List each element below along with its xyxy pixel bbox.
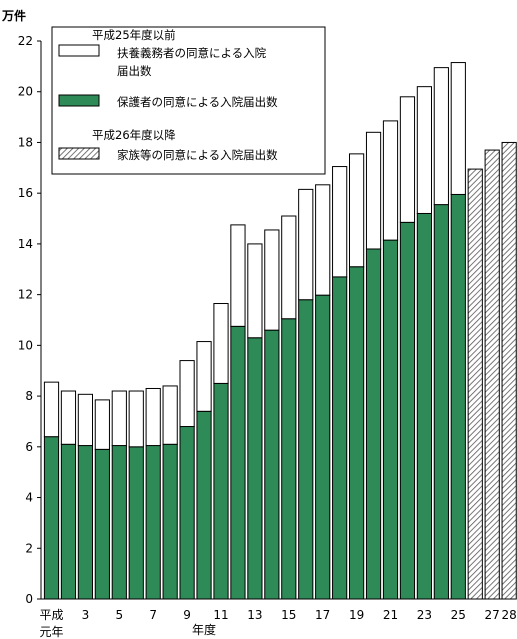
y-tick-label: 4 [25,491,33,505]
bar-segment-hogosha [111,445,127,600]
x-tick-label: 7 [149,608,157,622]
y-axis: 0 2 4 6 8 10 12 14 16 18 20 22 [18,34,42,606]
bar-segment-hogosha [60,443,77,600]
y-tick-label: 0 [25,592,33,606]
bar-segment-fuyou [213,303,229,384]
x-tick-label: 21 [383,608,398,622]
bar-segment-fuyou [399,96,416,223]
bar-segment-fuyou [450,62,466,195]
x-tick-label: 5 [115,608,123,622]
bar-segment-hogosha [298,299,314,600]
y-tick-label: 16 [18,186,33,200]
bar-segment-hogosha [264,329,280,600]
x-tick-label: 平成 [39,608,63,622]
bar-segment-fuyou [162,385,178,445]
bar-segment-hogosha [179,426,195,600]
legend-entry-label: 扶養義務者の同意による入院 [117,46,267,60]
bar-segment-hogosha [332,276,348,600]
bar-segment-fuyou [179,360,195,428]
bar-segment-fuyou [77,393,94,447]
legend-swatch [58,94,100,107]
y-axis-unit-label: 万件 [1,8,26,23]
bar-segment-hogosha [315,294,331,600]
bar-segment-hogosha [196,410,212,600]
x-axis-label: 年度 [192,622,216,637]
y-tick-label: 14 [18,237,33,251]
bar-segment-hogosha [399,221,416,600]
x-axis: 平成 3 5 7 9 11 13 15 17 19 21 23 25 27 28 元年 [39,598,517,639]
bar-segment-fuyou [60,390,77,445]
bar-segment-fuyou [196,341,212,412]
legend-heading-after: 平成26年度以降 [92,128,176,142]
legend-entry-label: 保護者の同意による入院届出数 [117,95,278,109]
bar-segment-fuyou [111,390,127,447]
bar-segment-fuyou [349,153,365,268]
x-tick-sub-label: 元年 [39,625,63,639]
x-tick-label: 17 [315,608,330,622]
bar-segment-fuyou [230,224,246,327]
bar-segment-kazoku [501,141,517,600]
bar-segment-fuyou [332,166,348,278]
bar-segment-hogosha [382,239,399,600]
x-tick-label: 3 [82,608,90,622]
bar-segment-kazoku [484,149,500,600]
y-tick-label: 8 [25,389,33,403]
y-tick-label: 22 [18,34,33,48]
bar-segment-hogosha [77,445,94,600]
bar-segment-fuyou [433,67,449,206]
bar-segment-fuyou [94,399,110,450]
x-tick-label: 23 [417,608,432,622]
bar-segment-hogosha [416,212,432,600]
y-tick-label: 18 [18,135,33,149]
bar-segment-hogosha [450,193,466,600]
x-tick-label: 11 [213,608,228,622]
bar-segment-hogosha [281,318,297,600]
y-tick-label: 2 [25,541,33,555]
legend-entry-label: 届出数 [117,64,152,78]
y-tick-label: 10 [18,338,33,352]
bar-segment-fuyou [281,215,297,320]
y-tick-label: 20 [18,85,33,99]
y-tick-label: 12 [18,288,33,302]
bar-segment-fuyou [298,188,314,301]
bar-segment-hogosha [365,248,382,600]
bar-segment-fuyou [264,229,280,331]
bar-segment-fuyou [128,390,144,448]
legend-swatch [58,147,100,160]
bar-segment-hogosha [433,204,449,600]
bar-segment-fuyou [43,381,60,438]
bar-segment-hogosha [145,445,161,600]
x-tick-label: 25 [451,608,466,622]
legend-heading-before: 平成25年度以前 [92,28,176,42]
x-tick-label: 15 [281,608,296,622]
x-tick-label: 27 [485,608,500,622]
bar-segment-hogosha [162,443,178,600]
bar-segment-hogosha [213,382,229,600]
bar-segment-fuyou [247,243,263,339]
bar-segment-fuyou [416,86,432,214]
bar-segment-hogosha [43,436,60,600]
bar-segment-fuyou [315,184,331,296]
bars [43,62,517,600]
bar-segment-kazoku [467,168,483,600]
bar-segment-fuyou [365,131,382,250]
bar-segment-hogosha [128,446,144,600]
x-tick-label: 19 [349,608,364,622]
y-tick-label: 6 [25,440,33,454]
legend-entry-label: 家族等の同意による入院届出数 [117,148,278,162]
bar-segment-hogosha [247,337,263,600]
bar-segment-fuyou [382,120,399,241]
bar-segment-hogosha [94,448,110,600]
bar-segment-hogosha [230,325,246,600]
legend-swatch [58,44,100,57]
x-tick-label: 9 [183,608,191,622]
x-tick-label: 13 [247,608,262,622]
x-tick-label: 28 [502,608,517,622]
bar-segment-hogosha [349,266,365,600]
bar-segment-fuyou [145,387,161,447]
